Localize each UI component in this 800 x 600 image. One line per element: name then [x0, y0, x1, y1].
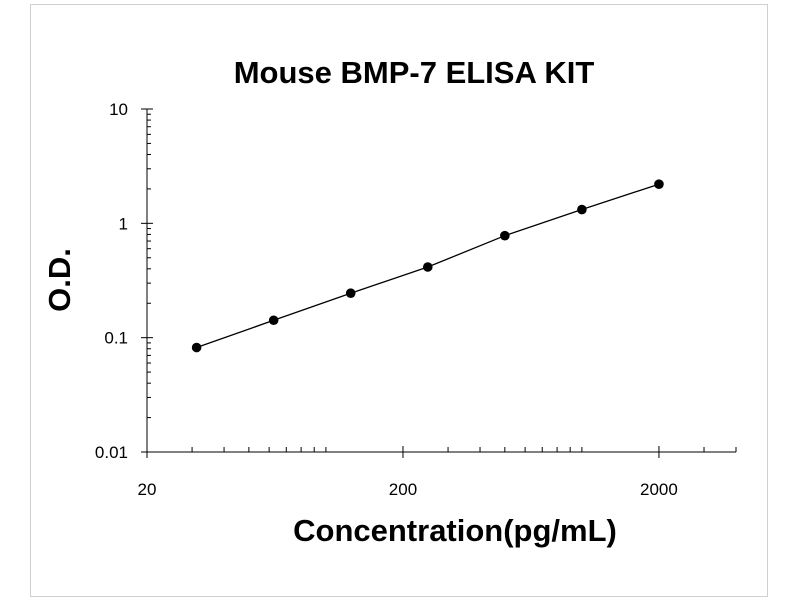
y-tick-label: 0.01 [95, 443, 128, 462]
x-tick-label: 2000 [640, 480, 678, 499]
x-axis-label: Concentration(pg/mL) [293, 513, 617, 548]
chart-frame [30, 4, 768, 597]
data-point [268, 315, 279, 326]
y-axis-label: O.D. [42, 248, 77, 312]
data-point [422, 262, 433, 272]
data-point [500, 230, 510, 241]
ticks [141, 108, 737, 458]
data-point [345, 288, 356, 298]
series-layer [191, 179, 664, 353]
x-tick-label: 200 [389, 480, 417, 499]
axes [146, 109, 736, 453]
x-tick-label: 20 [138, 480, 157, 499]
data-point [577, 204, 587, 215]
data-point [191, 342, 202, 353]
y-tick-label: 0.1 [104, 329, 128, 348]
chart-title: Mouse BMP-7 ELISA KIT [234, 55, 595, 90]
y-tick-label: 1 [119, 214, 128, 233]
tick-labels: 10 1 0.1 0.01 20 200 2000 [95, 100, 678, 499]
y-tick-label: 10 [109, 100, 128, 119]
data-point [654, 179, 664, 189]
